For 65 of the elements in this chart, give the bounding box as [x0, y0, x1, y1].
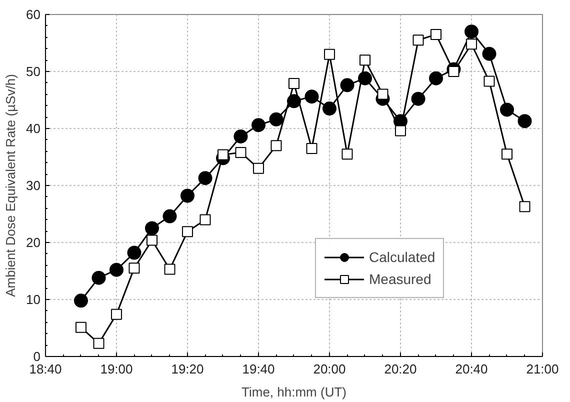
- point: [164, 264, 176, 275]
- y-tick-label: 50: [26, 64, 41, 79]
- point: [342, 148, 353, 160]
- point: [340, 78, 354, 92]
- point: [484, 76, 495, 87]
- point: [464, 24, 479, 39]
- y-tick-label: 10: [26, 292, 41, 307]
- point: [269, 112, 284, 126]
- legend-label: Calculated: [369, 249, 436, 265]
- point: [270, 140, 282, 152]
- point: [198, 171, 212, 186]
- point: [74, 294, 88, 308]
- point: [75, 322, 86, 333]
- point: [146, 234, 158, 246]
- y-axis-title: Ambient Dose Equivalent Rate (µSv/h): [3, 74, 18, 297]
- point: [411, 92, 426, 106]
- point: [324, 48, 335, 60]
- point: [500, 102, 514, 117]
- point: [235, 146, 246, 158]
- point: [448, 66, 460, 77]
- y-tick-label: 0: [33, 349, 41, 364]
- point: [145, 221, 159, 236]
- point: [306, 142, 318, 154]
- x-tick-label: 20:40: [455, 362, 488, 376]
- x-tick-label: 20:20: [384, 362, 417, 376]
- point: [93, 338, 104, 349]
- point: [482, 46, 496, 61]
- point: [288, 78, 300, 89]
- point: [322, 102, 336, 116]
- point: [200, 214, 211, 226]
- point: [180, 188, 194, 203]
- point: [234, 129, 248, 144]
- point: [182, 226, 193, 238]
- x-tick-label: 19:00: [100, 362, 133, 376]
- point: [217, 149, 228, 160]
- point: [92, 270, 106, 285]
- x-tick-label: 21:00: [526, 362, 559, 376]
- point: [377, 88, 388, 100]
- point: [430, 28, 442, 40]
- point: [128, 262, 140, 274]
- point: [253, 162, 264, 174]
- x-tick-label: 20:00: [313, 362, 346, 376]
- x-axis-title: Time, hh:mm (UT): [242, 384, 346, 400]
- point: [518, 114, 532, 128]
- point: [466, 38, 478, 50]
- y-tick-label: 60: [26, 7, 41, 22]
- point: [127, 246, 142, 260]
- y-tick-label: 40: [26, 121, 41, 136]
- point: [360, 54, 371, 66]
- legend-label: Measured: [369, 271, 432, 287]
- point: [501, 148, 512, 160]
- point: [162, 209, 177, 224]
- point: [304, 90, 319, 104]
- point: [109, 262, 124, 277]
- point: [412, 34, 424, 46]
- point: [394, 125, 406, 136]
- x-tick-label: 19:40: [242, 362, 275, 376]
- point: [252, 118, 266, 132]
- point: [519, 201, 530, 212]
- point: [110, 308, 122, 320]
- y-tick-label: 30: [26, 178, 41, 193]
- x-tick-label: 18:40: [29, 362, 62, 376]
- y-tick-label: 20: [26, 235, 41, 250]
- point: [429, 71, 443, 86]
- x-tick-label: 19:20: [171, 362, 204, 376]
